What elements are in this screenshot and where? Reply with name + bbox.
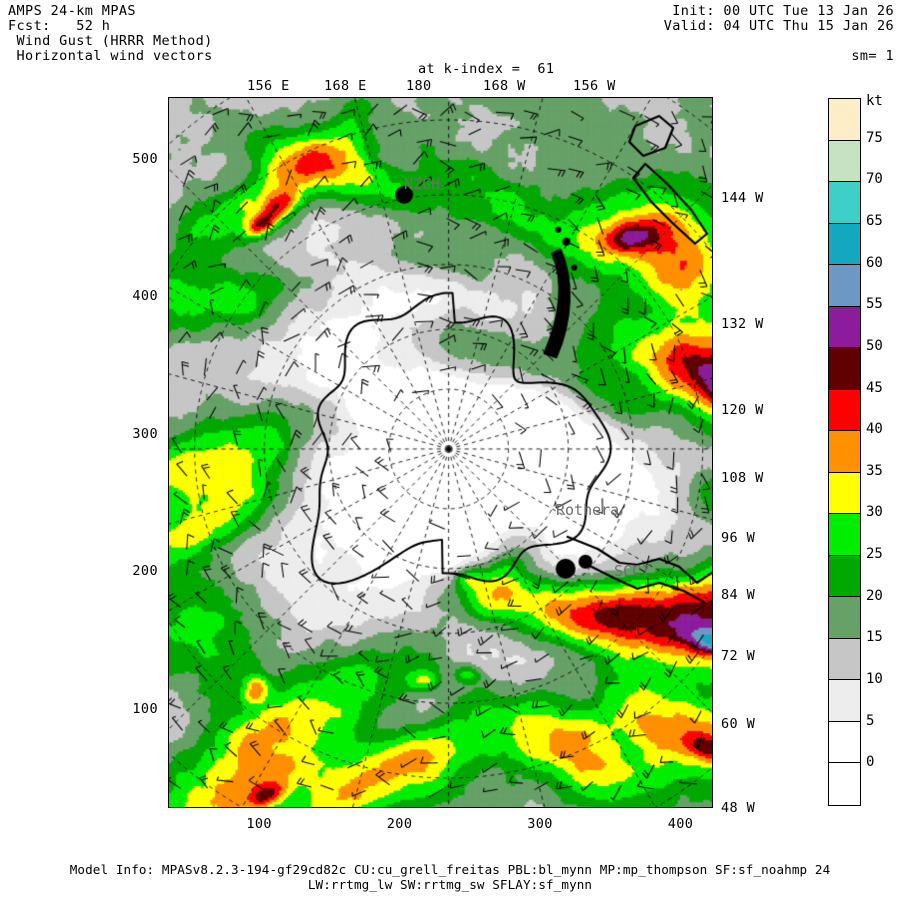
colorbar-tick-45: 45	[866, 379, 883, 396]
colorbar-band	[829, 763, 860, 805]
colorbar-tick-10: 10	[866, 671, 883, 688]
y-axis-tick: 500	[132, 150, 158, 167]
colorbar-band	[829, 638, 860, 681]
colorbar-band	[829, 555, 860, 598]
model-info-footer: Model Info: MPASv8.2.3-194-gf29cd82c CU:…	[0, 862, 900, 892]
colorbar-band	[829, 348, 860, 390]
title-field: Wind Gust (HRRR Method)	[8, 33, 213, 49]
x-axis-tick: 400	[667, 816, 694, 832]
smoothing-label: sm= 1	[851, 48, 894, 64]
x-axis-tick: 200	[386, 816, 413, 832]
colorbar-tick-20: 20	[866, 587, 883, 604]
lat-tick-label: 120 W	[721, 402, 764, 418]
title-model: AMPS 24-km MPAS	[8, 3, 136, 19]
y-axis-tick: 200	[132, 563, 158, 580]
x-axis-tick: 300	[527, 816, 553, 832]
colorbar-band	[829, 721, 860, 764]
lon-tick-label: 156 W	[573, 78, 616, 94]
model-info-line2: LW:rrtmg_lw SW:rrtmg_sw SFLAY:sf_mynn	[307, 877, 593, 892]
lat-tick-label: 96 W	[721, 530, 756, 546]
colorbar-tick-5: 5	[866, 712, 875, 729]
lat-tick-label: 132 W	[721, 316, 764, 332]
colorbar-band	[829, 514, 860, 556]
y-axis-tick: 300	[132, 425, 158, 442]
colorbar-band	[829, 306, 860, 349]
colorbar-band	[829, 99, 860, 141]
lon-tick-label: 156 E	[247, 78, 290, 94]
title-forecast-hour: Fcst: 52 h	[8, 18, 111, 34]
lat-tick-label: 84 W	[721, 587, 756, 603]
colorbar-tick-65: 65	[866, 212, 883, 229]
colorbar-band	[829, 680, 860, 722]
colorbar-tick-0: 0	[866, 754, 875, 771]
lat-tick-label: 144 W	[721, 190, 764, 206]
k-index-label: at k-index = 61	[418, 61, 555, 77]
y-axis-tick: 400	[132, 288, 158, 305]
header-right-block: Init: 00 UTC Tue 13 Jan 26 Valid: 04 UTC…	[664, 4, 894, 34]
colorbar-tick-35: 35	[866, 462, 883, 479]
colorbar-band	[829, 140, 860, 183]
valid-time: Valid: 04 UTC Thu 15 Jan 26	[663, 18, 894, 34]
lon-tick-label: 180	[406, 78, 432, 94]
lat-tick-label: 108 W	[721, 470, 764, 486]
lat-tick-label: 60 W	[721, 716, 756, 732]
colorbar-band	[829, 265, 860, 307]
lon-tick-label: 168 E	[324, 78, 367, 94]
colorbar-band	[829, 389, 860, 432]
colorbar-tick-30: 30	[866, 504, 883, 521]
lon-tick-label: 168 W	[483, 78, 526, 94]
colorbar-units-label: kt	[866, 93, 883, 109]
colorbar-tick-70: 70	[866, 171, 883, 188]
wind-barb-overlay	[169, 98, 712, 807]
header-left-block: AMPS 24-km MPAS Fcst: 52 h Wind Gust (HR…	[8, 4, 213, 64]
colorbar-tick-55: 55	[866, 296, 883, 313]
colorbar-band	[829, 223, 860, 266]
colorbar-band	[829, 472, 860, 515]
init-time: Init: 00 UTC Tue 13 Jan 26	[672, 3, 894, 19]
lat-tick-label: 48 W	[721, 800, 756, 816]
colorbar-tick-25: 25	[866, 546, 883, 563]
x-axis-tick: 100	[246, 816, 272, 832]
title-vectors: Horizontal wind vectors	[8, 48, 213, 64]
colorbar[interactable]	[828, 98, 861, 806]
map-plot-area[interactable]: NZCH Rothera SCCI	[168, 97, 713, 808]
lat-tick-label: 72 W	[721, 648, 756, 664]
y-axis-tick: 100	[132, 700, 158, 717]
colorbar-band	[829, 597, 860, 639]
colorbar-band	[829, 182, 860, 224]
colorbar-tick-75: 75	[866, 129, 883, 146]
colorbar-tick-60: 60	[866, 254, 883, 271]
colorbar-tick-15: 15	[866, 629, 883, 646]
colorbar-tick-40: 40	[866, 421, 883, 438]
colorbar-band	[829, 431, 860, 473]
model-info-line1: Model Info: MPASv8.2.3-194-gf29cd82c CU:…	[69, 862, 831, 877]
colorbar-tick-50: 50	[866, 337, 883, 354]
